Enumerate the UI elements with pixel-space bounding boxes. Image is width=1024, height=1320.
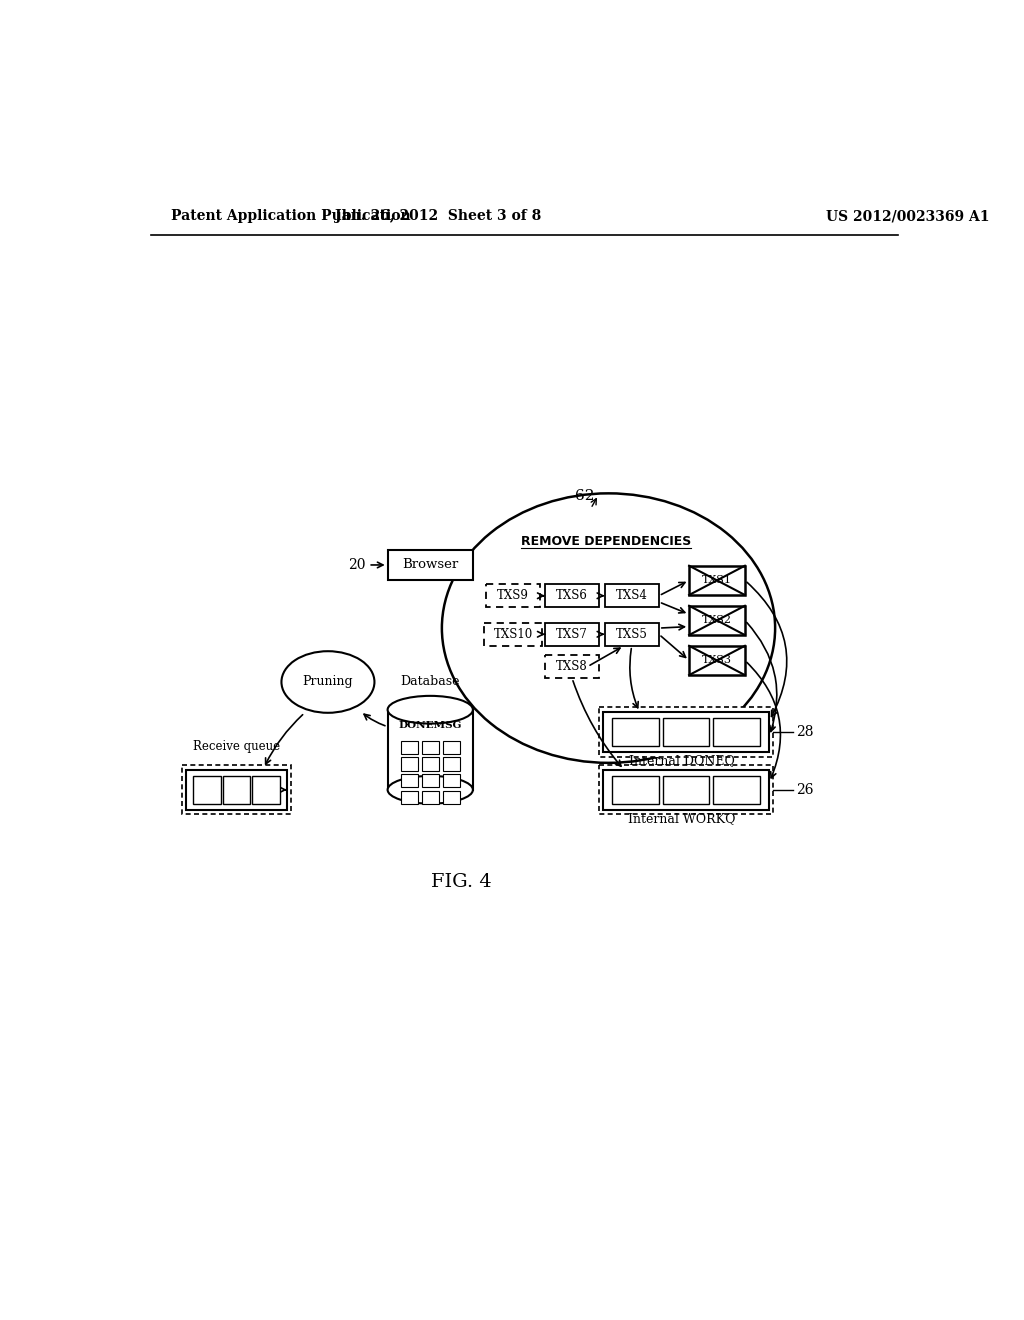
Bar <box>689 606 744 635</box>
Text: TXS1: TXS1 <box>702 576 732 585</box>
Bar <box>545 623 599 645</box>
Bar <box>252 776 280 804</box>
Bar <box>713 718 760 746</box>
Bar <box>400 792 418 804</box>
Text: TXS4: TXS4 <box>615 589 648 602</box>
Text: DONEMSG: DONEMSG <box>398 721 462 730</box>
Bar <box>400 775 418 788</box>
Bar <box>604 623 658 645</box>
Bar <box>599 766 773 814</box>
Bar <box>442 792 460 804</box>
Bar <box>194 776 221 804</box>
Bar <box>603 711 769 752</box>
Text: TXS3: TXS3 <box>702 656 732 665</box>
Bar <box>486 585 541 607</box>
Text: REMOVE DEPENDENCIES: REMOVE DEPENDENCIES <box>521 536 691 548</box>
Text: Browser: Browser <box>402 558 459 572</box>
Bar <box>442 741 460 754</box>
Bar <box>545 655 599 678</box>
Bar <box>422 792 438 804</box>
Bar <box>388 550 473 579</box>
Text: TXS5: TXS5 <box>615 628 648 640</box>
Bar <box>604 585 658 607</box>
Bar <box>400 741 418 754</box>
Bar <box>422 758 438 771</box>
Text: 62: 62 <box>575 490 595 503</box>
Bar <box>713 776 760 804</box>
Bar <box>400 758 418 771</box>
Text: Internal WORKQ: Internal WORKQ <box>629 812 736 825</box>
Ellipse shape <box>388 776 473 804</box>
Text: TXS9: TXS9 <box>498 589 529 602</box>
Text: 28: 28 <box>797 725 814 739</box>
Bar <box>442 775 460 788</box>
Text: Internal DONEQ: Internal DONEQ <box>629 755 735 767</box>
Text: Receive queue: Receive queue <box>193 739 280 752</box>
Bar <box>182 766 291 814</box>
Bar <box>612 718 658 746</box>
Bar <box>689 645 744 675</box>
Text: TXS7: TXS7 <box>556 628 588 640</box>
Text: TXS2: TXS2 <box>702 615 732 626</box>
Text: TXS8: TXS8 <box>556 660 588 673</box>
Text: US 2012/0023369 A1: US 2012/0023369 A1 <box>825 209 989 223</box>
Bar <box>663 718 710 746</box>
Text: FIG. 4: FIG. 4 <box>431 874 492 891</box>
Bar <box>603 770 769 809</box>
Bar <box>689 566 744 595</box>
Bar <box>422 741 438 754</box>
Bar <box>222 776 251 804</box>
Text: Pruning: Pruning <box>303 676 353 689</box>
Bar <box>186 770 287 809</box>
Text: 26: 26 <box>797 783 814 797</box>
Bar <box>484 623 543 645</box>
Bar <box>663 776 710 804</box>
Text: Patent Application Publication: Patent Application Publication <box>171 209 411 223</box>
Ellipse shape <box>388 696 473 723</box>
Bar <box>599 708 773 756</box>
Bar <box>545 585 599 607</box>
Text: Jan. 26, 2012  Sheet 3 of 8: Jan. 26, 2012 Sheet 3 of 8 <box>335 209 541 223</box>
Bar <box>422 775 438 788</box>
Bar <box>442 758 460 771</box>
Text: TXS10: TXS10 <box>494 628 532 640</box>
Text: Database: Database <box>400 675 460 688</box>
Text: TXS6: TXS6 <box>556 589 588 602</box>
Bar <box>612 776 658 804</box>
Bar <box>388 710 473 789</box>
Text: 20: 20 <box>348 558 366 572</box>
